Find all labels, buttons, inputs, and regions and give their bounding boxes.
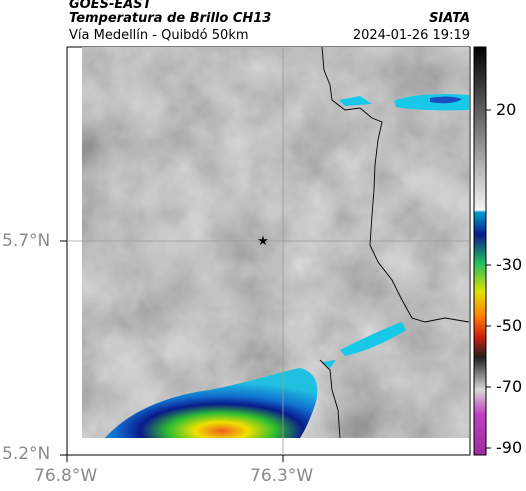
cold-cloud-streak bbox=[340, 322, 406, 356]
lon-tick-label: 76.3°W bbox=[250, 466, 314, 486]
convective-cell bbox=[105, 368, 318, 438]
map-subtitle: Vía Medellín - Quibdó 50km bbox=[69, 28, 249, 43]
product-label: GOES-EAST bbox=[69, 0, 152, 12]
source-label: SIATA bbox=[429, 11, 470, 26]
datetime-label: 2024-01-26 19:19 bbox=[352, 28, 470, 43]
map-title: Temperatura de Brillo CH13 bbox=[69, 11, 272, 26]
colorbar-tick-label: 20 bbox=[496, 100, 517, 119]
colorbar-tick-label: -30 bbox=[496, 255, 523, 274]
department-border bbox=[321, 46, 470, 323]
colorbar-tick-label: -90 bbox=[496, 438, 523, 457]
lon-tick-label: 76.8°W bbox=[34, 466, 98, 486]
cold-cloud-patch bbox=[339, 96, 372, 106]
brightness-temperature-field bbox=[82, 47, 469, 438]
colorbar-tick-label: -50 bbox=[496, 316, 523, 335]
colorbar-tick-label: -70 bbox=[496, 377, 523, 396]
colorbar bbox=[473, 46, 487, 456]
lat-tick-label: 5.7°N bbox=[2, 231, 51, 251]
star-marker: ★ bbox=[257, 234, 269, 249]
border-segment bbox=[319, 359, 341, 439]
lat-tick-label: 5.2°N bbox=[2, 444, 51, 464]
